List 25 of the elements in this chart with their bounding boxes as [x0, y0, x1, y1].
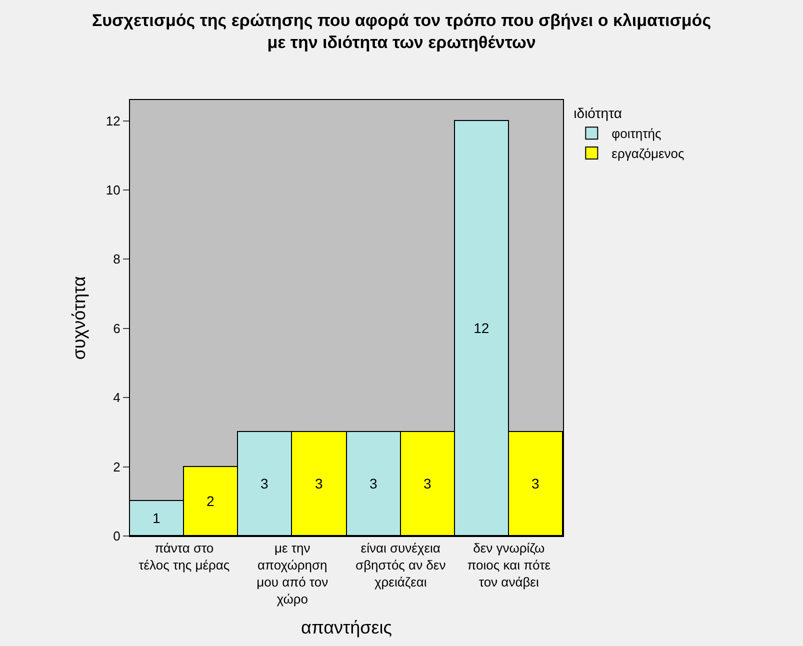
data-label: 3	[370, 476, 378, 492]
x-tick-label: πάντα στο τέλος της μέρας	[138, 540, 230, 572]
y-tick-label: 2	[113, 459, 120, 474]
data-label: 3	[315, 476, 323, 492]
data-label: 3	[260, 476, 268, 492]
data-label: 3	[532, 476, 540, 492]
y-tick-label: 6	[113, 320, 120, 336]
data-label: 1	[152, 510, 160, 526]
x-tick-label: με την αποχώρηση μου από τον χώρο	[256, 540, 328, 606]
y-tick-label: 4	[113, 390, 120, 406]
y-tick-label: 10	[106, 182, 120, 198]
legend-label: φοιτητής	[612, 126, 662, 142]
x-tick-label: δεν γνωρίζω ποιος και πότε τον ανάβει	[467, 540, 551, 590]
y-tick-label: 0	[113, 528, 120, 544]
y-axis-title: συχνότητα	[69, 276, 90, 360]
chart-title: Συσχετισμός της ερώτησης που αφορά τον τρόπο που σβήνει ο κλιματισμός με την ιδιότητα των ερωτηθέντων	[92, 10, 712, 52]
legend-title: ιδιότητα	[574, 105, 622, 122]
x-axis-title: απαντήσεις	[301, 617, 392, 638]
x-tick-label: είναι συνέχεια σβηστός αν δεν χρειάζεαι	[356, 540, 446, 590]
data-label: 3	[424, 476, 432, 492]
y-tick-label: 12	[106, 113, 120, 128]
data-label: 2	[206, 493, 214, 509]
data-label: 12	[474, 320, 490, 336]
legend-label: εργαζόμενος	[612, 146, 684, 162]
y-tick-label: 8	[113, 252, 120, 267]
